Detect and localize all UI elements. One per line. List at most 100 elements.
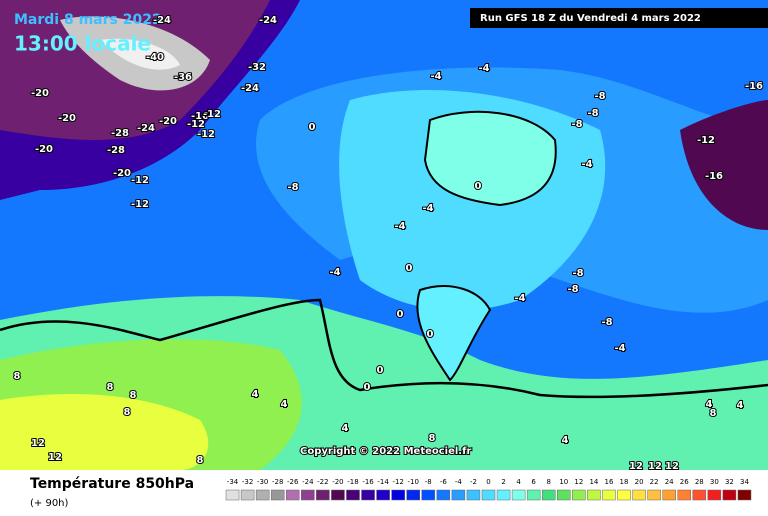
colorbar-tick-label: -34: [227, 478, 239, 486]
colorbar-tick-label: -28: [272, 478, 283, 486]
contour-label: -24: [241, 83, 259, 94]
forecast-date: Mardi 8 mars 2022: [14, 12, 162, 28]
contour-label: -8: [572, 268, 583, 279]
contour-label: -20: [31, 88, 49, 99]
contour-label: -4: [614, 343, 625, 354]
contour-label: -28: [107, 145, 125, 156]
colorbar-tick-label: -26: [287, 478, 299, 486]
colorbar-swatch: [541, 489, 556, 501]
colorbar-swatch: [225, 489, 240, 501]
colorbar-swatch: [436, 489, 451, 501]
zero-isotherm: [0, 298, 768, 399]
run-box: [470, 8, 768, 28]
contour-label: -12: [697, 135, 715, 146]
russia-cold: [680, 100, 768, 230]
contour-label: -20: [58, 113, 76, 124]
contour-label: -8: [601, 317, 612, 328]
contour-label: -16: [745, 81, 763, 92]
contour-label: -20: [113, 168, 131, 179]
colorbar-tick-label: -8: [425, 478, 432, 486]
colorbar-swatch: [602, 489, 616, 501]
contour-label: 12: [665, 461, 679, 472]
colorbar-tick-label: 22: [650, 478, 659, 486]
contour-label: 0: [427, 329, 434, 340]
contour-label: -28: [111, 128, 129, 139]
contour-label: 12: [31, 438, 45, 449]
contour-label: -16: [705, 171, 723, 182]
contour-label: -8: [567, 284, 578, 295]
colorbar-tick-label: 10: [559, 478, 568, 486]
contour-label: -20: [159, 116, 177, 127]
colorbar-tick-label: -14: [377, 478, 389, 486]
colorbar-swatch: [511, 489, 526, 501]
colorbar-tick-label: 16: [604, 478, 613, 486]
colorbar-tick-label: 30: [710, 478, 719, 486]
central-europe: [416, 285, 492, 382]
contour-label: -40: [146, 52, 164, 63]
contour-label: 12: [648, 461, 662, 472]
colorbar-swatch: [677, 489, 692, 501]
run-info: Run GFS 18 Z du Vendredi 4 mars 2022: [480, 13, 701, 24]
contour-label: 0: [397, 309, 404, 320]
contour-label: -24: [137, 123, 155, 134]
contour-label: -12: [131, 199, 149, 210]
colorbar-tick-label: 26: [680, 478, 689, 486]
contour-label: 4: [342, 423, 349, 434]
contour-label: -8: [287, 182, 298, 193]
contour-label: -8: [571, 119, 582, 130]
greenland-peak: [100, 38, 180, 70]
contour-label: 8: [429, 433, 436, 444]
contour-label: 4: [562, 435, 569, 446]
colorbar-swatch: [376, 489, 390, 501]
contour-label: -4: [422, 203, 433, 214]
contour-label: -4: [430, 71, 441, 82]
contour-label: 4: [252, 389, 259, 400]
contour-label: 0: [309, 122, 316, 133]
contour-label: -8: [594, 91, 605, 102]
contour-label: 4: [281, 399, 288, 410]
contour-label: -16: [191, 111, 209, 122]
contour-label: -12: [131, 175, 149, 186]
contour-label: 0: [364, 382, 371, 393]
colorbar-tick-label: 24: [665, 478, 674, 486]
colorbar-tick-label: 12: [574, 478, 583, 486]
contour-label: -4: [581, 159, 592, 170]
colorbar-tick-label: -24: [302, 478, 314, 486]
colorbar-tick-label: 34: [740, 478, 749, 486]
colorbar-swatch: [331, 489, 345, 501]
colorbar-swatch: [662, 489, 676, 501]
colorbar-swatch: [361, 489, 375, 501]
colorbar-tick-label: 28: [695, 478, 704, 486]
contour-label: 0: [406, 263, 413, 274]
contour-label: 4: [737, 400, 744, 411]
contour-label: -4: [329, 267, 340, 278]
colorbar-tick-label: 0: [486, 478, 490, 486]
contour-label: -12: [197, 129, 215, 140]
scandinavia: [423, 110, 557, 207]
colorbar-swatch: [526, 489, 541, 501]
contour-label: -32: [248, 62, 266, 73]
contour-label: 8: [710, 408, 717, 419]
contour-label: 8: [14, 371, 21, 382]
contour-label: 0: [377, 365, 384, 376]
colorbar-swatch: [255, 489, 270, 501]
colorbar-tick-label: -2: [470, 478, 477, 486]
colorbar-tick-label: -4: [455, 478, 463, 486]
colorbar-swatch: [572, 489, 586, 501]
contour-label: 8: [107, 382, 114, 393]
local-time: 13:00 locale: [14, 32, 151, 56]
colorbar-swatch: [346, 489, 360, 501]
colorbar-tick-label: 18: [620, 478, 629, 486]
legend-title: Température 850hPa: [30, 476, 194, 492]
contour-label: -8: [587, 108, 598, 119]
colorbar-tick-label: -22: [317, 478, 328, 486]
contour-label: -24: [259, 15, 277, 26]
contour-label: 0: [475, 181, 482, 192]
colorbar-swatch: [617, 489, 631, 501]
contour-label: -4: [394, 221, 405, 232]
colorbar-swatch: [647, 489, 661, 501]
contour-label: -12: [187, 119, 205, 130]
colorbar-swatch: [406, 489, 420, 501]
contour-label: -4: [478, 63, 489, 74]
